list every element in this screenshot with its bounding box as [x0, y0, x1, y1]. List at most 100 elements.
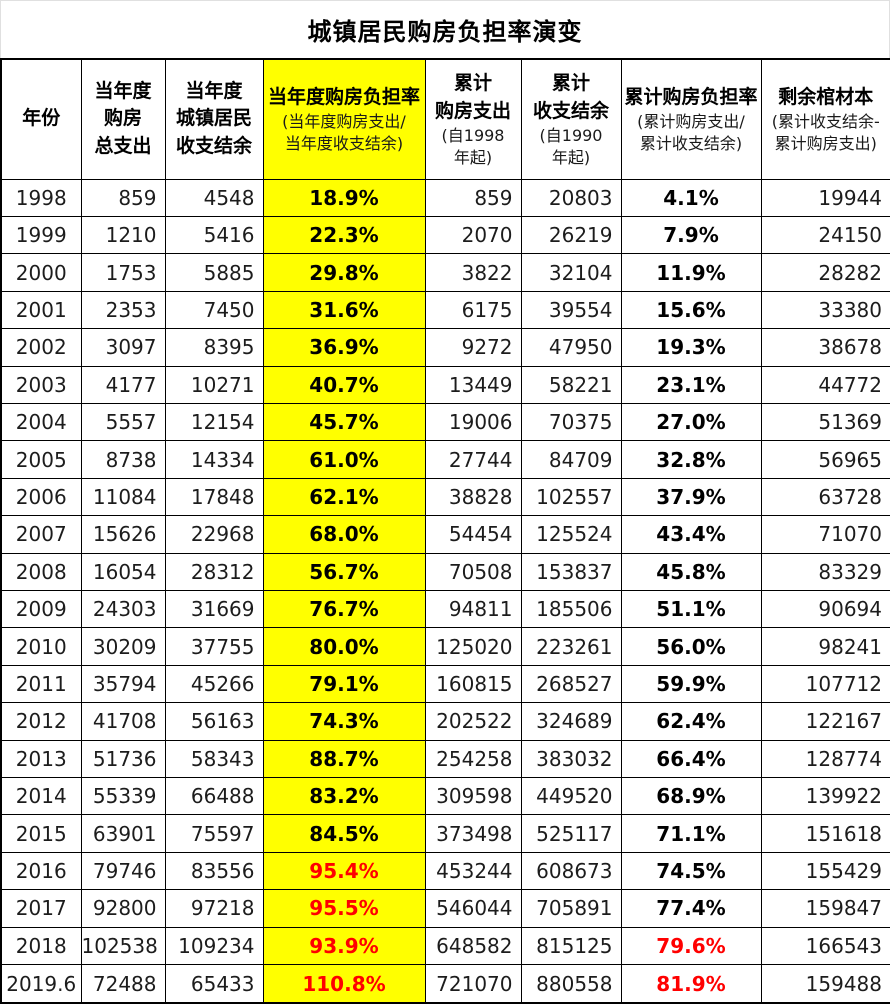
burden-rate-table: 年份 当年度 购房 总支出 当年度 城镇居民 收支结余 当年度购房负担率 (当年度购房支出/当年… [0, 58, 890, 1004]
cell: 59.9% [620, 664, 762, 704]
cell: 153837 [520, 552, 622, 591]
cell: 45.7% [262, 402, 426, 442]
cell: 26219 [520, 215, 622, 255]
cell: 324689 [520, 702, 622, 741]
cell: 8395 [164, 328, 264, 367]
cell: 2015 [0, 814, 82, 853]
cell: 5885 [164, 253, 264, 292]
cell: 32.8% [620, 440, 762, 479]
cell: 63728 [760, 477, 890, 517]
column-header-6: 累计购房负担率 (累计购房支出/累计收支结余) [620, 58, 762, 180]
cell: 37755 [164, 627, 264, 666]
cell: 2006 [0, 477, 82, 517]
cell: 2016 [0, 851, 82, 891]
cell: 5557 [80, 402, 166, 442]
cell: 56965 [760, 440, 890, 479]
cell: 2018 [0, 926, 82, 966]
cell: 58343 [164, 739, 264, 779]
cell: 70375 [520, 402, 622, 442]
cell: 859 [80, 178, 166, 217]
table-row: 2004 5557 12154 45.7% 19006 70375 27.0% 51369 [0, 402, 890, 442]
cell: 2000 [0, 253, 82, 292]
cell: 19.3% [620, 328, 762, 367]
cell: 705891 [520, 889, 622, 928]
cell: 76.7% [262, 589, 426, 629]
cell: 40.7% [262, 365, 426, 404]
cell: 77.4% [620, 889, 762, 928]
cell: 72488 [80, 964, 166, 1004]
cell: 37.9% [620, 477, 762, 517]
table-row: 2001 2353 7450 31.6% 6175 39554 15.6% 33380 [0, 290, 890, 330]
cell: 65433 [164, 964, 264, 1004]
cell: 2009 [0, 589, 82, 629]
cell: 36.9% [262, 328, 426, 367]
cell: 79746 [80, 851, 166, 891]
cell: 202522 [424, 702, 522, 741]
cell: 80.0% [262, 627, 426, 666]
cell: 28282 [760, 253, 890, 292]
table-row: 2002 3097 8395 36.9% 9272 47950 19.3% 38678 [0, 328, 890, 367]
cell: 2004 [0, 402, 82, 442]
cell: 139922 [760, 776, 890, 816]
cell: 31669 [164, 589, 264, 629]
cell: 1210 [80, 215, 166, 255]
cell: 2008 [0, 552, 82, 591]
cell: 254258 [424, 739, 522, 779]
cell: 90694 [760, 589, 890, 629]
cell: 71.1% [620, 814, 762, 853]
cell: 159847 [760, 889, 890, 928]
table-row: 2009 24303 31669 76.7% 94811 185506 51.1% 90694 [0, 589, 890, 629]
table-row: 2019.6 72488 65433 110.8% 721070 880558 81.9% 1… [0, 964, 890, 1004]
cell: 110.8% [262, 964, 426, 1004]
cell: 721070 [424, 964, 522, 1004]
cell: 453244 [424, 851, 522, 891]
cell: 11.9% [620, 253, 762, 292]
table-body: 1998 859 4548 18.9% 859 20803 4.1% 19944 1999 121… [0, 178, 890, 1004]
cell: 3097 [80, 328, 166, 367]
cell: 74.3% [262, 702, 426, 741]
cell: 22968 [164, 515, 264, 554]
cell: 546044 [424, 889, 522, 928]
cell: 84709 [520, 440, 622, 479]
cell: 81.9% [620, 964, 762, 1004]
cell: 30209 [80, 627, 166, 666]
table-row: 1999 1210 5416 22.3% 2070 26219 7.9% 24150 [0, 215, 890, 255]
cell: 2014 [0, 776, 82, 816]
cell: 83.2% [262, 776, 426, 816]
cell: 268527 [520, 664, 622, 704]
table-row: 2012 41708 56163 74.3% 202522 324689 62.4% 1221… [0, 702, 890, 741]
table-row: 2005 8738 14334 61.0% 27744 84709 32.8% 56965 [0, 440, 890, 479]
cell: 6175 [424, 290, 522, 330]
column-header-7: 剩余棺材本 (累计收支结余- 累计购房支出) [760, 58, 890, 180]
cell: 31.6% [262, 290, 426, 330]
cell: 166543 [760, 926, 890, 966]
cell: 185506 [520, 589, 622, 629]
cell: 51.1% [620, 589, 762, 629]
cell: 54454 [424, 515, 522, 554]
table-row: 2000 1753 5885 29.8% 3822 32104 11.9% 28282 [0, 253, 890, 292]
cell: 5416 [164, 215, 264, 255]
cell: 43.4% [620, 515, 762, 554]
cell: 83556 [164, 851, 264, 891]
cell: 41708 [80, 702, 166, 741]
cell: 27744 [424, 440, 522, 479]
table-row: 1998 859 4548 18.9% 859 20803 4.1% 19944 [0, 178, 890, 217]
cell: 1753 [80, 253, 166, 292]
cell: 859 [424, 178, 522, 217]
cell: 94811 [424, 589, 522, 629]
table-row: 2006 11084 17848 62.1% 38828 102557 37.9% 63728 [0, 477, 890, 517]
cell: 12154 [164, 402, 264, 442]
cell: 4177 [80, 365, 166, 404]
cell: 56.7% [262, 552, 426, 591]
cell: 39554 [520, 290, 622, 330]
cell: 2017 [0, 889, 82, 928]
cell: 525117 [520, 814, 622, 853]
table-row: 2007 15626 22968 68.0% 54454 125524 43.4% 71070 [0, 515, 890, 554]
cell: 14334 [164, 440, 264, 479]
cell: 19944 [760, 178, 890, 217]
cell: 7450 [164, 290, 264, 330]
cell: 66488 [164, 776, 264, 816]
cell: 63901 [80, 814, 166, 853]
cell: 27.0% [620, 402, 762, 442]
cell: 22.3% [262, 215, 426, 255]
